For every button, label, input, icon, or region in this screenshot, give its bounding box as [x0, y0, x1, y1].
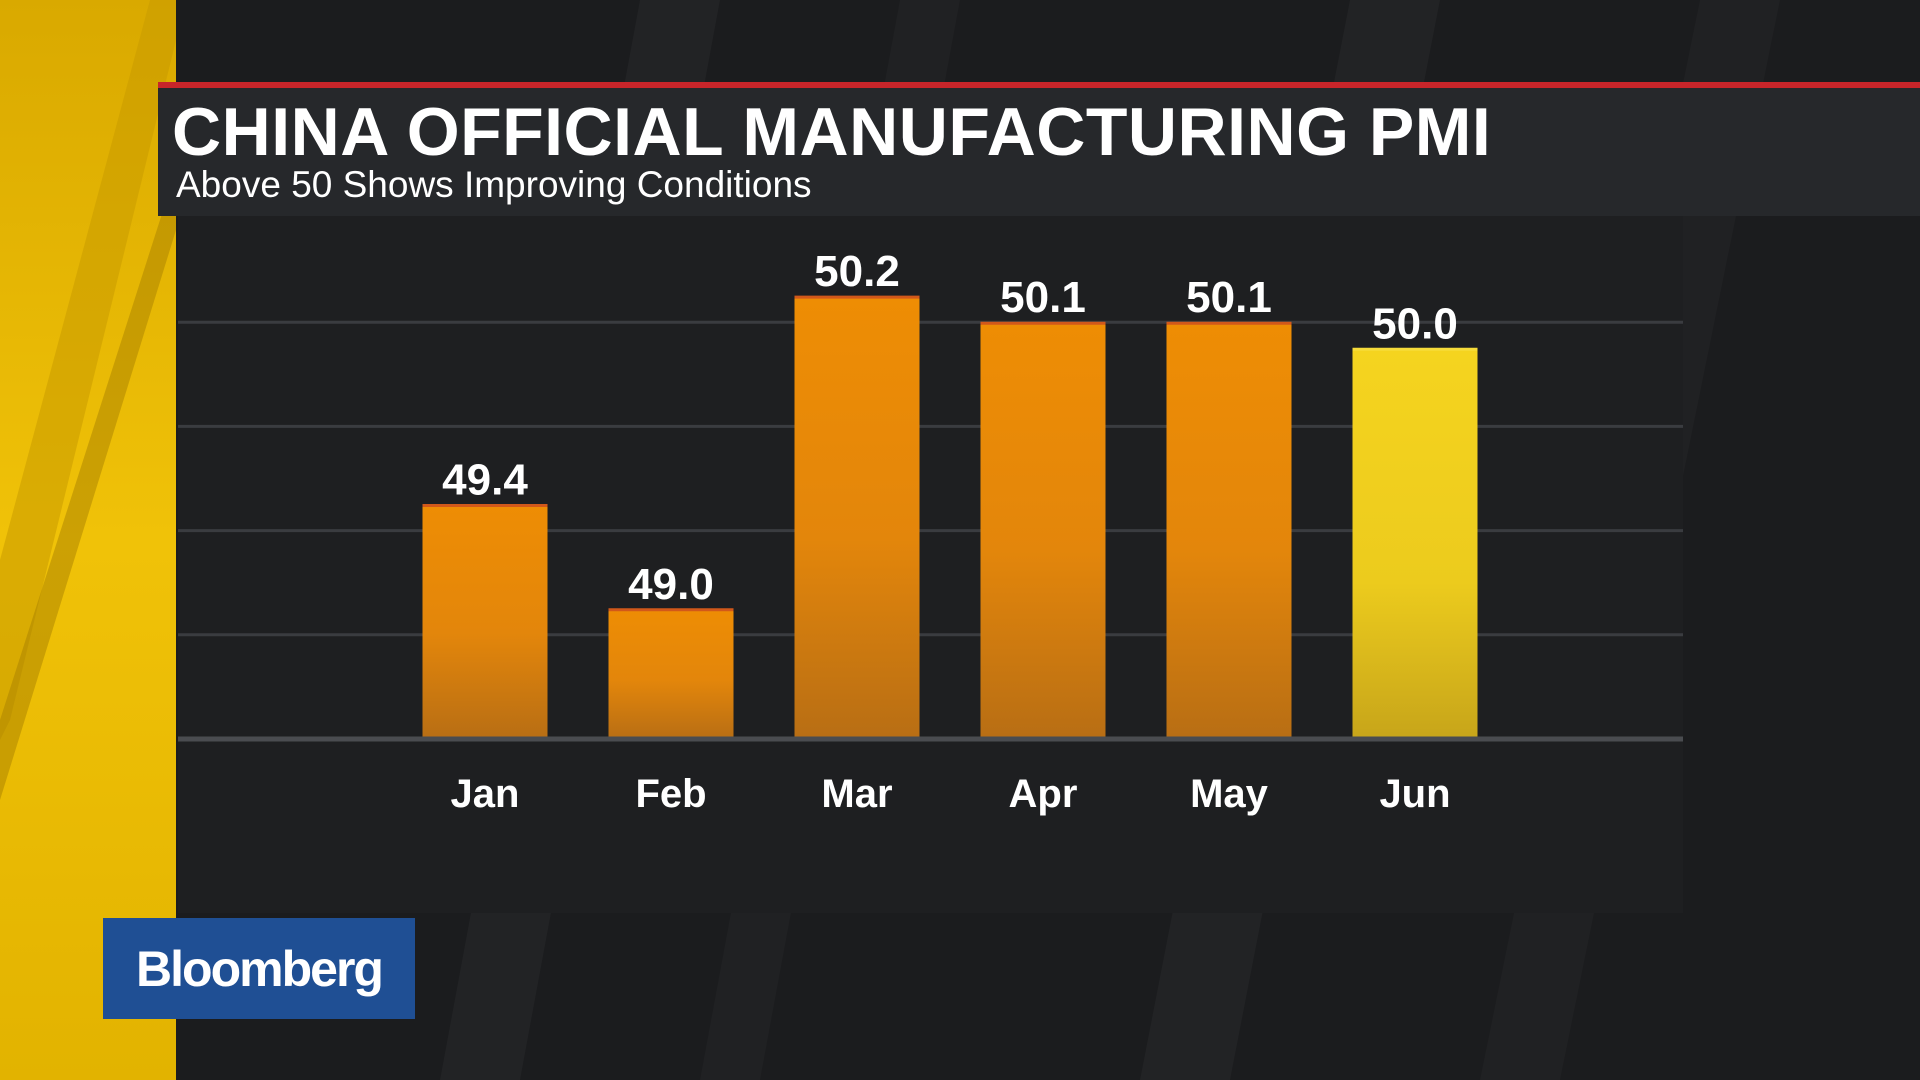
tick-label: May: [1190, 772, 1269, 816]
value-label: 50.0: [1372, 299, 1458, 348]
chart-title: CHINA OFFICIAL MANUFACTURING PMI: [172, 94, 1492, 170]
chart-panel: 49.4 49.0 50.2 50.1 50.1 50.0 Jan Feb Mar Apr May…: [178, 216, 1683, 913]
bar-jun: [1352, 348, 1478, 739]
bars: [422, 295, 1478, 739]
bar-jan: [422, 504, 548, 739]
bloomberg-logo: Bloomberg: [103, 918, 415, 1019]
tick-label: Jun: [1379, 772, 1450, 816]
tick-label: Jan: [451, 772, 520, 816]
value-label: 50.1: [1186, 273, 1272, 322]
value-label: 49.4: [442, 456, 528, 505]
value-label: 50.2: [814, 247, 900, 296]
x-axis-tick-labels: Jan Feb Mar Apr May Jun: [451, 772, 1451, 816]
tick-label: Mar: [821, 772, 892, 816]
chart-subtitle: Above 50 Shows Improving Conditions: [176, 164, 812, 205]
title-bar: CHINA OFFICIAL MANUFACTURING PMI Above 5…: [158, 82, 1920, 216]
bar-mar: [794, 296, 920, 739]
value-label: 50.1: [1000, 273, 1086, 322]
bar-feb: [608, 608, 734, 739]
tick-label: Feb: [635, 772, 706, 816]
tick-label: Apr: [1009, 772, 1078, 816]
value-label: 49.0: [628, 560, 714, 609]
bar-chart: 49.4 49.0 50.2 50.1 50.1 50.0 Jan Feb Mar Apr May…: [178, 247, 1683, 816]
bar-may: [1166, 322, 1292, 739]
value-labels: 49.4 49.0 50.2 50.1 50.1 50.0: [442, 247, 1458, 609]
bar-apr: [980, 322, 1106, 739]
